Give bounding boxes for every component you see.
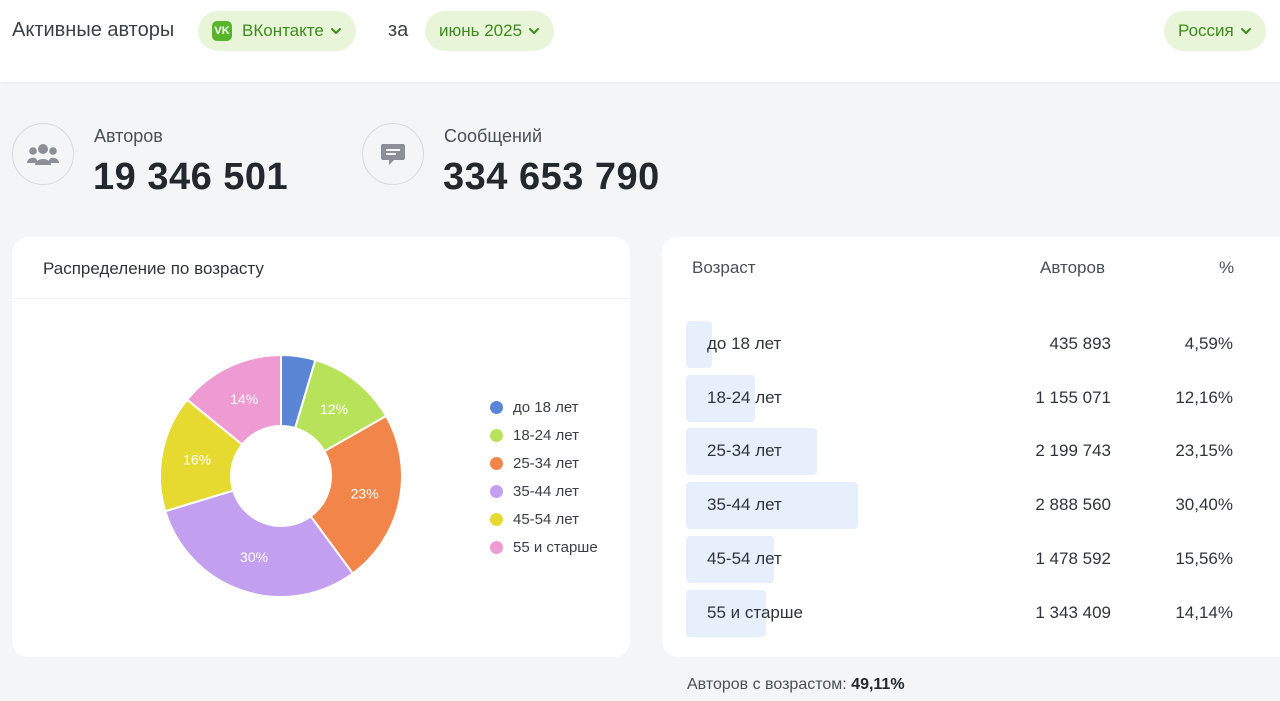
donut-slice-label: 23% [351,486,379,502]
age-distribution-title: Распределение по возрасту [43,259,264,278]
row-percent: 15,56% [1175,548,1233,568]
row-authors: 2 199 743 [1035,441,1111,461]
table-row[interactable]: 35-44 лет 2 888 560 30,40% [686,482,1246,530]
period-select-label: июнь 2025 [439,21,523,40]
chart-legend: до 18 лет 18-24 лет 25-34 лет 35-44 лет 45-5… [490,393,598,561]
row-age: 18-24 лет [707,387,782,407]
legend-label: 35-44 лет [513,482,579,500]
legend-label: 55 и старше [513,538,598,556]
period-select[interactable]: июнь 2025 [425,11,555,51]
legend-item[interactable]: 55 и старше [490,533,598,561]
legend-item[interactable]: 18-24 лет [490,421,598,449]
table-row[interactable]: 55 и старше 1 343 409 14,14% [686,589,1246,637]
period-preposition: за [388,19,409,41]
messages-stat-value: 334 653 790 [443,156,660,198]
row-percent: 12,16% [1175,387,1233,407]
authors-with-age-value: 49,11% [851,676,905,693]
legend-label: 45-54 лет [513,510,579,528]
donut-slice-label: 12% [320,401,348,417]
column-header-age: Возраст [692,258,756,277]
donut-slice[interactable] [185,353,282,446]
share-bar [686,321,712,368]
legend-label: 18-24 лет [513,426,579,444]
row-authors: 1 155 071 [1035,387,1111,407]
column-header-percent: % [1219,258,1235,277]
row-authors: 2 888 560 [1035,495,1111,515]
row-authors: 435 893 [1049,334,1111,353]
share-bar [686,374,755,422]
top-bar: Активные авторы VK ВКонтакте за июнь 202… [0,0,1280,82]
legend-item[interactable]: 45-54 лет [490,505,598,533]
share-bar [686,589,766,637]
region-select-label: Россия [1178,21,1234,40]
share-bar [686,428,817,476]
legend-item[interactable]: 25-34 лет [490,449,598,477]
row-age: 35-44 лет [707,495,782,515]
donut-slice-label: 14% [230,391,258,407]
page-title: Активные авторы [12,19,175,41]
table-row[interactable]: 25-34 лет 2 199 743 23,15% [686,428,1246,476]
vk-logo-icon: VK [212,21,232,41]
share-bar [686,535,775,583]
authors-with-age-label: Авторов с возрастом: [687,676,847,693]
row-percent: 30,40% [1175,495,1233,515]
table-row[interactable]: до 18 лет 435 893 4,59% [686,321,1246,368]
legend-color-dot [490,400,503,414]
legend-label: 25-34 лет [513,454,579,472]
chevron-down-icon [1240,28,1251,34]
people-icon [12,123,74,185]
chevron-down-icon [529,28,540,34]
legend-color-dot [490,540,503,554]
row-age: 45-54 лет [707,548,782,568]
legend-label: до 18 лет [513,398,579,416]
column-header-authors: Авторов [1040,258,1105,277]
messages-stat-label: Сообщений [444,126,542,146]
donut-slice[interactable] [163,489,355,598]
network-select-label: ВКонтакте [242,21,324,40]
donut-slice[interactable] [309,414,403,575]
row-percent: 4,59% [1184,334,1233,353]
donut-slice-label: 30% [240,549,268,565]
donut-slice-label: 16% [183,452,211,468]
legend-item[interactable]: 35-44 лет [490,477,598,505]
row-percent: 14,14% [1175,602,1233,622]
legend-color-dot [490,484,503,498]
network-select[interactable]: VK ВКонтакте [198,11,356,51]
legend-color-dot [490,428,503,442]
chat-icon [362,123,424,185]
row-percent: 23,15% [1175,441,1233,461]
chevron-down-icon [330,28,341,34]
table-row[interactable]: 18-24 лет 1 155 071 12,16% [686,374,1246,422]
legend-color-dot [490,512,503,526]
row-authors: 1 478 592 [1035,548,1111,568]
legend-item[interactable]: до 18 лет [490,393,598,421]
row-authors: 1 343 409 [1035,602,1111,622]
authors-with-age-note: Авторов с возрастом: 49,11% [687,676,905,694]
legend-color-dot [490,456,503,470]
age-donut-chart: 12% 23% 30% 16% 14% [159,353,403,598]
row-age: до 18 лет [707,334,782,353]
region-select[interactable]: Россия [1164,11,1266,51]
table-row[interactable]: 45-54 лет 1 478 592 15,56% [686,535,1246,583]
row-age: 55 и старше [707,602,803,622]
authors-stat-label: Авторов [94,126,163,146]
card-divider [12,298,630,299]
row-age: 25-34 лет [707,441,782,461]
authors-stat-value: 19 346 501 [93,156,289,198]
share-bar [686,482,858,530]
